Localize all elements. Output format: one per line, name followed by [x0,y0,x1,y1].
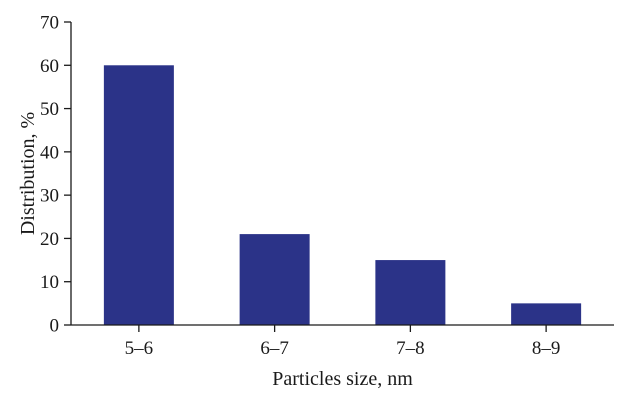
x-axis-title: Particles size, nm [272,368,413,390]
y-tick-label-2: 20 [40,229,59,250]
x-tick-label-1: 6–7 [260,338,289,359]
x-tick-label-2: 7–8 [396,338,425,359]
y-tick-label-1: 10 [40,272,59,293]
y-tick-label-3: 30 [40,186,59,207]
y-axis-title: Distribution, % [17,112,39,235]
y-tick-label-4: 40 [40,142,59,163]
y-tick-label-0: 0 [50,316,60,337]
bar-3 [511,303,582,325]
x-tick-label-3: 8–9 [532,338,561,359]
bar-0 [103,65,174,326]
y-tick-label-6: 60 [40,56,59,77]
y-tick-label-7: 70 [40,13,59,34]
bar-2 [375,260,446,325]
x-tick-label-0: 5–6 [125,338,154,359]
bar-1 [239,234,310,325]
bars-group [103,65,582,326]
x-axis-ticks: 5–6 6–7 7–8 8–9 [125,325,561,359]
y-tick-label-5: 50 [40,99,59,120]
y-axis-ticks: 0 10 20 30 40 50 60 70 [40,13,71,337]
